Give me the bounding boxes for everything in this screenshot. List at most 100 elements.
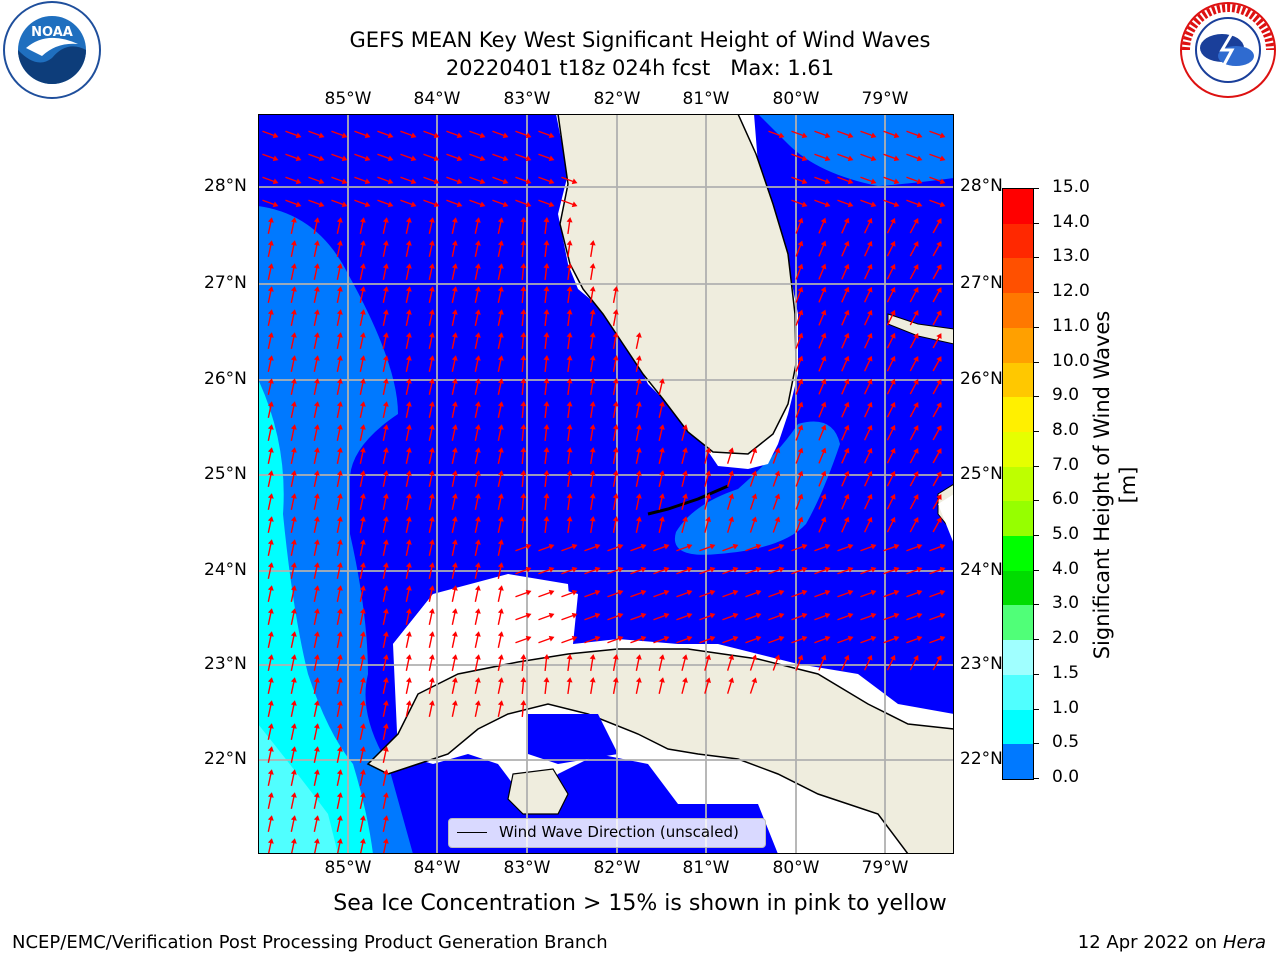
- lon-label-bottom: 85°W: [324, 858, 372, 878]
- wave-arrow: [290, 838, 297, 855]
- chart-subtitle-forecast: 20220401 t18z 024h fcst Max: 1.61: [445, 56, 835, 80]
- wave-arrow: [497, 447, 504, 464]
- wave-arrow: [520, 263, 527, 281]
- wave-arrow: [492, 153, 509, 162]
- wave-arrow: [932, 356, 942, 372]
- colorbar-tick-mark: [1033, 535, 1039, 537]
- wave-arrow: [451, 447, 458, 464]
- wave-arrow: [515, 130, 532, 139]
- wave-arrow: [382, 470, 389, 487]
- wave-arrow: [607, 543, 624, 552]
- wave-arrow: [886, 470, 896, 487]
- wave-arrow: [635, 470, 642, 487]
- wave-arrow: [841, 424, 850, 441]
- wave-arrow: [428, 240, 435, 257]
- wave-arrow: [382, 746, 389, 763]
- wave-arrow: [497, 654, 504, 671]
- wave-arrow: [932, 218, 942, 234]
- wave-arrow: [906, 153, 923, 162]
- wave-arrow: [382, 309, 389, 326]
- wave-arrow: [405, 470, 412, 487]
- wave-arrow: [474, 240, 481, 257]
- colorbar-cell: [1003, 674, 1033, 711]
- wave-arrow: [359, 700, 366, 717]
- wave-arrow: [313, 723, 320, 740]
- wave-arrow: [290, 792, 297, 809]
- wave-arrow: [428, 654, 435, 671]
- wave-arrow: [474, 263, 481, 280]
- wave-arrow: [566, 217, 573, 235]
- wave-arrow: [566, 424, 573, 442]
- wave-arrow: [681, 677, 688, 694]
- wave-arrow: [469, 199, 486, 208]
- wave-arrow: [561, 199, 578, 208]
- wave-arrow: [474, 493, 481, 510]
- wave-arrow: [538, 153, 555, 162]
- wave-arrow: [630, 543, 647, 552]
- wave-arrow: [451, 516, 458, 533]
- wave-arrow: [474, 424, 481, 441]
- lon-label-bottom: 84°W: [413, 858, 461, 878]
- wave-arrow: [267, 355, 274, 372]
- wave-arrow: [267, 332, 274, 349]
- wave-arrow: [658, 447, 665, 464]
- wave-arrow: [520, 493, 527, 511]
- wave-arrow: [520, 470, 527, 488]
- wave-arrow: [883, 130, 900, 139]
- wave-arrow: [566, 332, 573, 350]
- colorbar-tick-label: 8.0: [1052, 419, 1080, 440]
- wave-arrow: [382, 677, 389, 694]
- wave-arrow: [906, 635, 923, 644]
- wave-arrow: [336, 631, 343, 648]
- colorbar-cell: [1003, 744, 1033, 780]
- wave-arrow: [451, 470, 458, 487]
- wave-arrow: [886, 447, 896, 464]
- wave-arrow: [566, 263, 573, 281]
- wave-arrow: [749, 677, 758, 694]
- wave-arrow: [538, 176, 555, 185]
- colorbar-cell: [1003, 327, 1033, 364]
- wave-arrow: [929, 589, 946, 598]
- wave-arrow: [382, 493, 389, 510]
- lon-label-bottom: 81°W: [682, 858, 730, 878]
- wave-arrow: [451, 240, 458, 257]
- wave-arrow: [382, 539, 389, 556]
- wave-arrow: [359, 838, 366, 855]
- wave-arrow: [589, 378, 596, 396]
- colorbar-tick-label: 0.5: [1052, 732, 1080, 753]
- wave-arrow: [929, 199, 946, 208]
- lat-label-right: 22°N: [960, 749, 1003, 769]
- wave-arrow: [658, 654, 665, 671]
- wave-arrow: [932, 494, 942, 510]
- wave-arrow: [446, 176, 463, 185]
- colorbar-tick-label: 12.0: [1052, 281, 1090, 302]
- wave-arrow: [423, 199, 440, 208]
- wave-arrow: [745, 589, 762, 598]
- colorbar-tick-mark: [1033, 604, 1039, 606]
- wave-arrow: [313, 654, 320, 671]
- wave-arrow: [630, 612, 647, 621]
- wave-arrow: [428, 332, 435, 349]
- sea-ice-note: Sea Ice Concentration > 15% is shown in …: [333, 891, 947, 916]
- wave-arrow: [405, 493, 412, 510]
- wave-arrow: [658, 493, 665, 510]
- wave-arrow: [612, 424, 619, 441]
- wave-arrow: [382, 240, 389, 257]
- wave-arrow: [290, 700, 297, 717]
- wave-arrow: [795, 332, 804, 349]
- wave-arrow: [704, 493, 711, 510]
- lon-label-top: 79°W: [861, 89, 909, 109]
- wave-arrow: [313, 355, 320, 372]
- colorbar-tick-mark: [1033, 778, 1039, 779]
- wave-band-mid-northeast: [758, 114, 954, 186]
- lat-label-left: 26°N: [204, 369, 247, 389]
- wave-arrow: [837, 635, 854, 644]
- wave-arrow: [290, 217, 297, 234]
- wave-arrow: [313, 424, 320, 441]
- wave-arrow: [497, 562, 504, 579]
- wave-arrow: [837, 566, 854, 575]
- lat-label-left: 24°N: [204, 560, 247, 580]
- wave-arrow: [932, 264, 942, 280]
- wave-arrow: [382, 838, 389, 855]
- wave-arrow: [612, 332, 619, 349]
